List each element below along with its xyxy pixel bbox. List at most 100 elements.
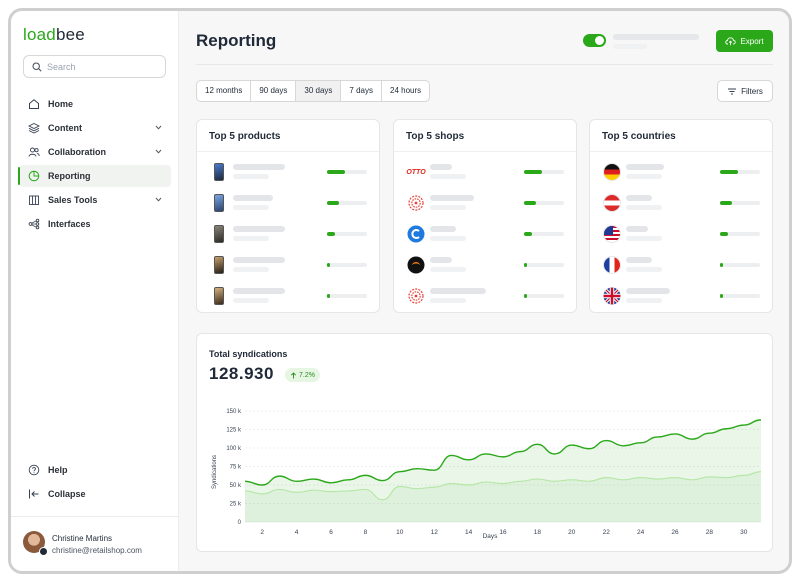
sidebar: loadbee Search Home Content Collaboratio… <box>11 11 179 571</box>
sidebar-item-help[interactable]: Help <box>19 459 171 481</box>
progress-fill <box>524 294 528 298</box>
otto-logo: OTTO <box>406 162 426 182</box>
sidebar-item-label: Collaboration <box>48 147 106 157</box>
list-item[interactable] <box>590 160 772 184</box>
x-tick-label: 26 <box>671 529 679 536</box>
x-tick-label: 2 <box>260 529 264 536</box>
chevron-down-icon[interactable] <box>154 147 163 156</box>
placeholder-line <box>613 34 699 40</box>
period-option[interactable]: 90 days <box>251 81 297 101</box>
x-tick-label: 8 <box>364 529 368 536</box>
series-area <box>245 419 761 522</box>
collapse-icon <box>28 488 40 500</box>
chevron-down-icon[interactable] <box>154 195 163 204</box>
card-title: Total syndications <box>209 349 288 359</box>
x-tick-label: 16 <box>499 529 507 536</box>
list-item[interactable] <box>197 160 379 184</box>
sidebar-item-sales-tools[interactable]: Sales Tools <box>19 189 171 211</box>
list-item[interactable] <box>197 284 379 308</box>
list-item[interactable] <box>394 222 576 246</box>
progress-fill <box>327 170 345 174</box>
series-line <box>244 471 762 501</box>
filters-label: Filters <box>741 86 763 96</box>
search-placeholder: Search <box>47 61 76 72</box>
export-button[interactable]: Export <box>716 30 773 52</box>
dark-logo-icon <box>406 255 426 275</box>
x-axis: 2 4 6 8 10 12 14 16 18 20 22 24 26 28 30 <box>260 529 747 536</box>
germany-flag-icon <box>602 162 622 182</box>
c-logo-icon <box>406 224 426 244</box>
user-profile[interactable]: Christine Martins christine@retailshop.c… <box>11 516 178 571</box>
sidebar-item-interfaces[interactable]: Interfaces <box>19 213 171 235</box>
period-option[interactable]: 7 days <box>341 81 382 101</box>
y-axis: 0 25 k 50 k 75 k 100 k 125 k 150 k <box>226 409 242 526</box>
series-area <box>245 471 761 522</box>
sidebar-item-collapse[interactable]: Collapse <box>19 483 171 505</box>
progress-fill <box>524 232 532 236</box>
search-input[interactable]: Search <box>23 55 166 78</box>
list-item[interactable] <box>590 253 772 277</box>
progress-bar <box>327 294 367 298</box>
chart-series <box>244 419 762 522</box>
sidebar-item-label: Help <box>48 465 68 475</box>
progress-fill <box>720 201 732 205</box>
y-tick-label: 50 k <box>230 483 242 489</box>
list-item[interactable]: OTTO <box>394 160 576 184</box>
progress-bar <box>720 232 760 236</box>
product-thumbnail <box>209 193 229 213</box>
logo[interactable]: loadbee <box>23 25 85 45</box>
series-line <box>244 419 762 486</box>
delta-badge: 7.2% <box>285 368 320 382</box>
divider <box>196 64 773 65</box>
network-icon <box>28 218 40 230</box>
list-item[interactable] <box>197 253 379 277</box>
chevron-down-icon[interactable] <box>154 123 163 132</box>
home-icon <box>28 98 40 110</box>
x-tick-label: 30 <box>740 529 748 536</box>
x-tick-label: 22 <box>603 529 611 536</box>
product-thumbnail <box>209 162 229 182</box>
layers-icon <box>28 122 40 134</box>
x-tick-label: 12 <box>431 529 439 536</box>
y-tick-label: 25 k <box>230 502 242 508</box>
list-item[interactable] <box>394 284 576 308</box>
filter-icon <box>728 88 737 94</box>
card-title: Top 5 shops <box>406 131 465 142</box>
progress-fill <box>327 232 335 236</box>
list-item[interactable] <box>394 253 576 277</box>
sidebar-item-home[interactable]: Home <box>19 93 171 115</box>
product-thumbnail <box>209 286 229 306</box>
period-selector: 12 months 90 days 30 days 7 days 24 hour… <box>196 80 431 102</box>
x-tick-label: 24 <box>637 529 645 536</box>
store-icon <box>28 194 40 206</box>
sidebar-item-content[interactable]: Content <box>19 117 171 139</box>
placeholder-line <box>613 44 647 49</box>
divider <box>197 151 379 152</box>
toggle-switch[interactable] <box>583 34 606 47</box>
x-tick-label: 14 <box>465 529 473 536</box>
list-item[interactable] <box>590 191 772 215</box>
sidebar-item-label: Reporting <box>48 171 91 181</box>
period-option[interactable]: 12 months <box>197 81 252 101</box>
x-tick-label: 6 <box>329 529 333 536</box>
bottom-nav: Help Collapse <box>19 459 171 507</box>
spiral-logo-icon <box>406 193 426 213</box>
sidebar-item-reporting[interactable]: Reporting <box>18 165 171 187</box>
progress-fill <box>524 263 528 267</box>
list-item[interactable] <box>197 191 379 215</box>
x-tick-label: 20 <box>568 529 576 536</box>
list-item[interactable] <box>394 191 576 215</box>
list-item[interactable] <box>197 222 379 246</box>
sidebar-item-collaboration[interactable]: Collaboration <box>19 141 171 163</box>
total-syndications-card: Total syndications 128.930 7.2% 0 25 k 50 … <box>196 333 773 552</box>
period-option[interactable]: 24 hours <box>390 86 422 95</box>
filters-button[interactable]: Filters <box>717 80 773 102</box>
period-option-selected[interactable]: 30 days <box>296 81 342 101</box>
progress-bar <box>720 170 760 174</box>
progress-bar <box>524 201 564 205</box>
list-item[interactable] <box>590 222 772 246</box>
y-tick-label: 75 k <box>230 465 242 471</box>
list-item[interactable] <box>590 284 772 308</box>
progress-bar <box>327 263 367 267</box>
